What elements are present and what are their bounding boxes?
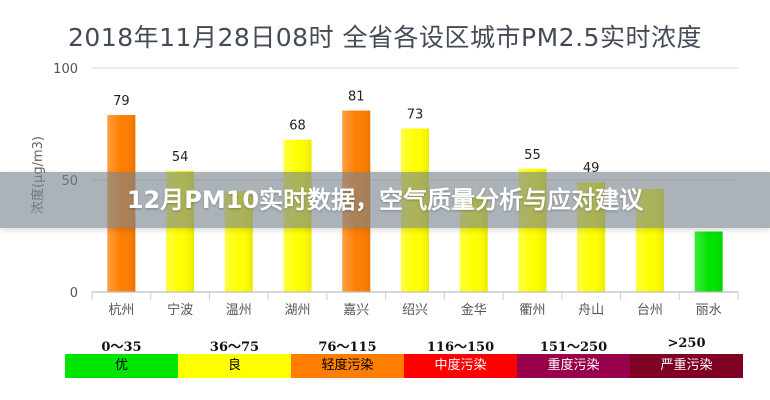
legend-swatch: 中度污染 [404, 354, 517, 378]
y-tick-label: 0 [70, 286, 78, 301]
y-tick-label: 100 [53, 62, 78, 77]
legend-swatch: 重度污染 [517, 354, 630, 378]
data-label: 73 [407, 107, 424, 122]
x-tick-label: 绍兴 [402, 303, 428, 318]
data-label: 81 [348, 90, 365, 105]
x-tick-label: 舟山 [578, 303, 604, 318]
x-tick-label: 杭州 [108, 303, 134, 318]
x-tick-label: 温州 [226, 303, 252, 318]
legend-item: 116～150 中度污染 [404, 336, 517, 380]
x-tick-label: 宁波 [167, 302, 193, 318]
data-label: 68 [289, 119, 306, 134]
x-tick-label: 嘉兴 [343, 303, 369, 318]
legend-item: >250 严重污染 [630, 336, 743, 380]
x-tick-label: 湖州 [285, 303, 311, 318]
legend-range: 116～150 [426, 340, 495, 355]
legend-item: 36～75 良 [178, 336, 291, 380]
legend-swatch: 轻度污染 [291, 354, 404, 378]
legend-range: 36～75 [209, 340, 260, 355]
data-label: 79 [113, 94, 130, 109]
x-tick-label: 衢州 [519, 303, 545, 318]
banner-text: 12月PM10实时数据，空气质量分析与应对建议 [126, 186, 644, 214]
legend-swatch: 良 [178, 354, 291, 378]
data-label: 54 [172, 150, 189, 165]
aqi-legend: 0～35 优 36～75 良 76～115 轻度污染 116～150 中度污染 151～250 重… [65, 336, 745, 380]
legend-range: 151～250 [539, 340, 608, 355]
legend-item: 0～35 优 [65, 336, 178, 380]
x-tick-label: 台州 [637, 303, 663, 318]
legend-item: 76～115 轻度污染 [291, 336, 404, 380]
legend-swatch: 优 [65, 354, 178, 378]
legend-range: 76～115 [318, 340, 377, 355]
legend-item: 151～250 重度污染 [517, 336, 630, 380]
bar-sheen [694, 231, 723, 292]
x-tick-label: 金华 [461, 302, 487, 318]
legend-range: 0～35 [101, 340, 142, 355]
x-tick-label: 丽水 [696, 303, 722, 318]
legend-swatch: 严重污染 [630, 354, 743, 378]
banner-overlay: 12月PM10实时数据，空气质量分析与应对建议 [0, 172, 770, 228]
legend-range: >250 [667, 336, 706, 351]
data-label: 55 [524, 148, 541, 163]
chart-title: 2018年11月28日08时 全省各设区城市PM2.5实时浓度 [68, 23, 702, 52]
